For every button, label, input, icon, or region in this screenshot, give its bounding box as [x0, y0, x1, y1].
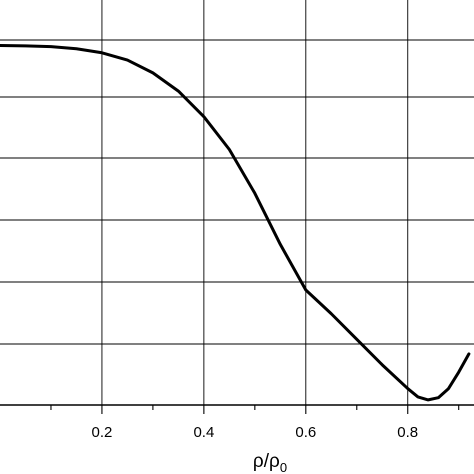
x-axis-label-subscript: 0 [280, 460, 287, 474]
x-axis-label: ρ/ρ0 [253, 451, 287, 474]
x-tick-label-3: 0.8 [397, 424, 418, 441]
x-axis-label-main: ρ/ρ [253, 451, 280, 472]
grid-lines [0, 0, 474, 405]
x-tick-labels: 0.2 0.4 0.6 0.8 [92, 424, 419, 441]
x-ticks [50, 405, 460, 414]
x-tick-label-0: 0.2 [92, 424, 113, 441]
x-tick-label-1: 0.4 [193, 424, 214, 441]
data-series-line [0, 43, 471, 402]
x-tick-label-2: 0.6 [295, 424, 316, 441]
